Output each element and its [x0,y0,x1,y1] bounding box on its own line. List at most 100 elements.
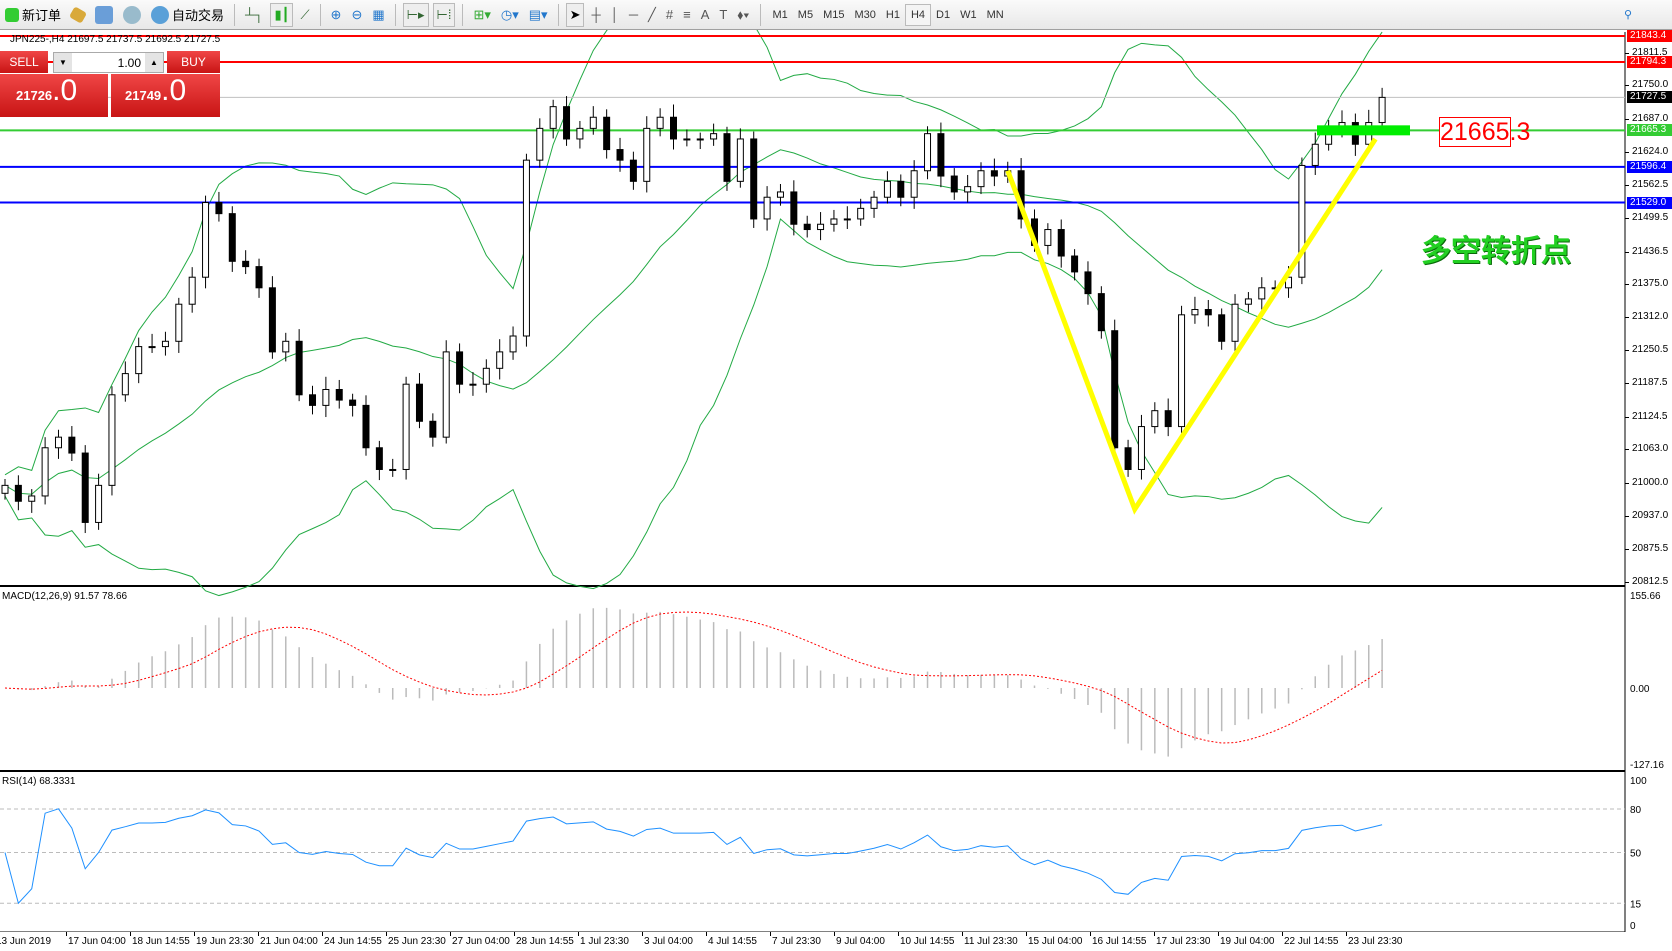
increase-lot-button[interactable]: ▲ [145,53,163,72]
lot-size-stepper[interactable]: ▼ 1.00 ▲ [53,52,164,73]
support-zone-bar [1317,125,1410,136]
time-tick-label: 22 Jul 14:55 [1284,936,1339,947]
price-tick [1625,184,1629,186]
time-tick-label: 28 Jun 14:55 [516,936,574,947]
signals-button[interactable] [120,3,144,27]
macd-tick-label: 0.00 [1630,684,1650,695]
time-tick-label: 11 Jul 23:30 [964,936,1018,947]
vertical-line-button[interactable]: │ [608,3,622,27]
sell-price[interactable]: 21726.0 [0,74,108,117]
candle-bearish [803,223,811,231]
price-tick [1625,383,1629,385]
timeframe-h4[interactable]: H4 [904,3,932,26]
cursor-button[interactable]: ➤ [565,2,585,27]
auto-trading-button[interactable]: 自动交易 [148,3,227,27]
candlestick-button[interactable]: ▮┃ [270,2,294,27]
auto-trading-icon [151,5,170,24]
candle-bearish [242,260,250,268]
trendline-button[interactable]: ╱ [645,3,659,27]
candle-bearish [723,133,731,182]
zoom-out-button[interactable]: ⊖ [348,3,365,27]
sell-button[interactable]: SELL [0,51,48,73]
arrows-icon: ⬧▾ [737,6,750,22]
price-line-tag: 21727.5 [1627,91,1672,104]
timeframe-m5[interactable]: M5 [797,8,814,21]
turning-point-annotation[interactable]: 多空转折点 [1421,234,1571,269]
timeframe-h1[interactable]: H1 [885,8,900,21]
timeframe-w1[interactable]: W1 [960,8,977,21]
macd-tick-label: -127.16 [1630,760,1664,771]
new-order-button[interactable]: 新订单 [2,3,64,27]
time-tick-label: 17 Jul 23:30 [1156,936,1211,947]
price-line-tag: 21596.4 [1627,160,1672,173]
price-tick-label: 21811.5 [1632,46,1668,58]
market-watch-button[interactable] [68,3,88,27]
timeframe-bar: M1 M5 M15 M30 H1 H4 D1 W1 MN [768,3,1009,26]
price-tick [1625,482,1629,484]
price-tick-label: 20812.5 [1632,576,1669,588]
time-tick-label: 18 Jun 14:55 [132,936,190,947]
candle-bullish [522,159,530,337]
time-tick [450,932,451,936]
auto-scroll-button[interactable]: ⊢▸ [402,2,429,27]
candle-bullish [576,127,584,140]
signals-icon [123,5,142,24]
candle-bearish [309,394,317,406]
time-tick-label: 16 Jul 14:55 [1092,936,1147,947]
timeframe-m15[interactable]: M15 [823,8,845,21]
bar-chart-button[interactable]: ┴┐ [242,3,266,27]
time-tick-label: 21 Jun 04:00 [260,936,318,947]
divider [557,3,559,26]
periods-button[interactable]: ◷▾ [498,3,522,27]
candle-bullish [589,116,597,129]
timeframe-d1[interactable]: D1 [936,8,951,21]
chart-area[interactable]: 155.66 0.00 -127.16 100 80 50 15 0 [0,30,1672,932]
crosshair-button[interactable]: ┼ [588,3,603,27]
time-tick-label: 24 Jun 14:55 [324,936,382,947]
price-tick [1625,449,1629,451]
horizontal-line-button[interactable]: ─ [626,3,641,27]
divider [319,3,321,26]
buy-price[interactable]: 21749.0 [111,74,220,117]
time-tick [386,932,387,936]
search-icon[interactable]: ⚲ [1623,9,1632,21]
time-axis: 13 Jun 2019 17 Jun 04:00 18 Jun 14:55 19 Ju… [0,932,1625,951]
candle-bearish [1204,309,1212,316]
text-icon: A [700,7,710,22]
candle-bearish [750,138,758,220]
price-label-box[interactable]: 21665.3 [1439,117,1531,147]
templates-button[interactable]: ▤▾ [526,3,551,27]
candle-bearish [1071,255,1079,273]
text-label-button[interactable]: T [716,3,730,27]
candle-bullish [924,133,932,172]
indicators-button[interactable]: ⊞▾ [470,3,493,27]
zoom-out-icon: ⊖ [351,6,363,22]
candle-bullish [1258,287,1266,300]
time-tick [1026,932,1027,936]
timeframe-m1[interactable]: M1 [772,8,788,21]
text-button[interactable]: A [698,3,713,27]
zoom-in-button[interactable]: ⊕ [328,3,345,27]
buy-button[interactable]: BUY [167,51,220,73]
rsi-tick-label: 15 [1630,899,1642,910]
vertical-line-icon: │ [610,7,619,22]
price-tick [1625,85,1629,87]
time-tick [1282,932,1283,936]
timeframe-m30[interactable]: M30 [854,8,876,21]
timeframe-mn[interactable]: MN [986,8,1004,21]
channel-button[interactable]: # [663,3,676,27]
navigator-button[interactable] [92,3,116,27]
tile-windows-button[interactable]: ▦ [369,3,387,27]
arrows-button[interactable]: ⬧▾ [734,3,752,27]
candle-bullish [1231,303,1239,342]
candle-bullish [710,133,718,140]
fibonacci-button[interactable]: ≡ [680,3,694,27]
candle-bullish [496,351,504,369]
time-tick-label: 19 Jul 04:00 [1220,936,1275,947]
price-tick-label: 21499.5 [1632,212,1669,224]
line-chart-button[interactable]: ⟋ [297,3,312,27]
decrease-lot-button[interactable]: ▼ [54,53,72,72]
time-tick [1090,932,1091,936]
chart-shift-button[interactable]: ⊢⁞ [432,2,456,27]
lot-size-input[interactable]: 1.00 [117,55,141,70]
